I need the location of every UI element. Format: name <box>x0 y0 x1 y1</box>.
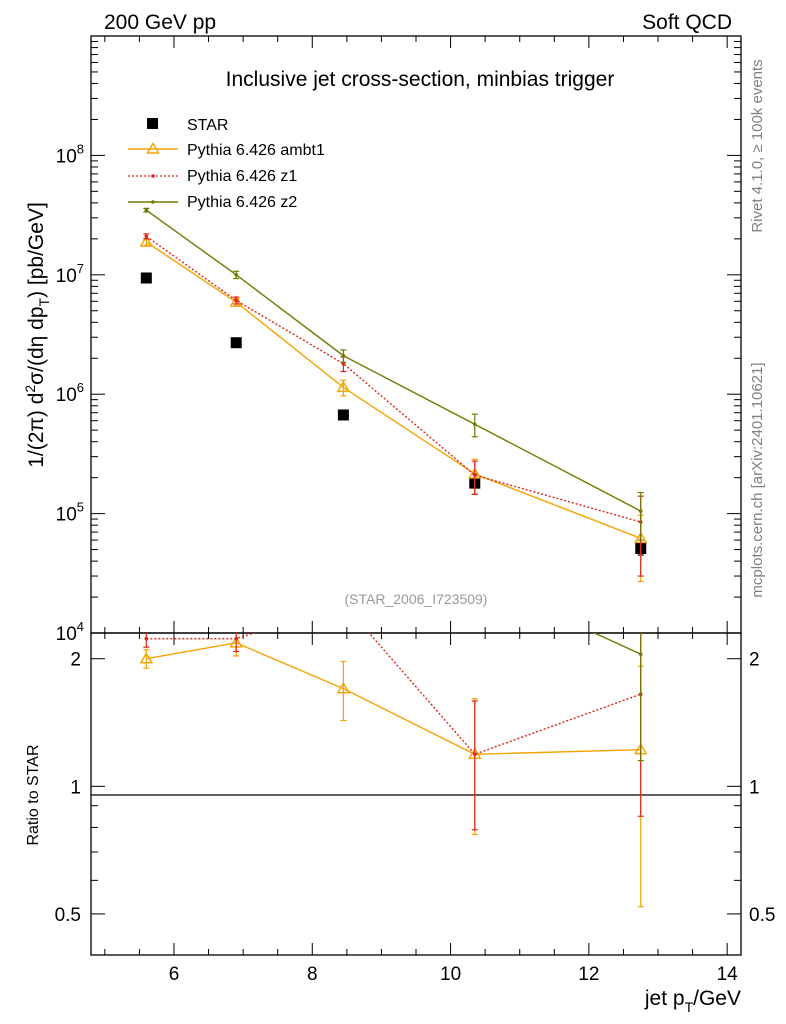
legend-label-ambt1: Pythia 6.426 ambt1 <box>187 142 325 159</box>
ambt1-data-point <box>139 235 154 247</box>
rivet-version-watermark: Rivet 4.1.0, ≥ 100k events <box>749 59 766 232</box>
ambt1-line <box>145 241 641 540</box>
star-data-point <box>337 409 349 421</box>
x-tick-label: 8 <box>307 964 318 985</box>
y-tick-label-ratio-right: 2 <box>749 650 760 671</box>
z1-data-point <box>144 234 149 239</box>
y-tick-label-main: 108 <box>56 141 84 167</box>
axis-ticks <box>91 36 741 955</box>
ambt1-data-point <box>336 380 351 393</box>
y-tick-label-main: 107 <box>56 261 84 287</box>
ambt1-ratio-point <box>139 651 154 664</box>
legend-marker-z2 <box>151 200 155 204</box>
main-plot-series <box>139 207 648 583</box>
y-tick-label-ratio-right: 1 <box>749 777 760 798</box>
y-tick-label-main: 105 <box>56 500 84 526</box>
y-tick-label-main: 104 <box>56 619 84 645</box>
z1-ratio-line <box>146 633 641 756</box>
x-axis-label: jet pT/GeV <box>644 987 741 1015</box>
y-axis-label-main: 1/(2π) d2σ/(dη dpT) [pb/GeV] <box>22 202 52 468</box>
mcplots-watermark: mcplots.cern.ch [arXiv:2401.10621] <box>749 362 766 597</box>
legend-marker-ambt1 <box>146 142 160 154</box>
legend-marker-star <box>147 118 158 129</box>
y-tick-label-ratio: 1 <box>70 777 81 798</box>
x-tick-label: 6 <box>169 964 180 985</box>
y-tick-label-ratio: 0.5 <box>55 905 81 926</box>
z1-ratio-point <box>144 636 149 641</box>
z2-data-point <box>144 208 149 212</box>
y-tick-label-main: 106 <box>56 380 84 406</box>
z2-data-point <box>638 509 643 513</box>
z1-ratio-point <box>234 636 239 641</box>
y-tick-label-ratio: 2 <box>70 650 81 671</box>
z1-data-point <box>234 298 239 303</box>
z2-data-point <box>472 422 477 427</box>
z2-ratio-point <box>342 576 346 580</box>
header-category-label: Soft QCD <box>642 11 732 34</box>
ambt1-ratio-point <box>336 681 351 694</box>
star-data-point <box>140 272 152 284</box>
header-energy-label: 200 GeV pp <box>104 11 216 34</box>
legend-label-z1: Pythia 6.426 z1 <box>187 168 297 185</box>
x-tick-label: 14 <box>717 964 739 985</box>
z2-ratio-point <box>473 576 477 580</box>
z2-ratio-point <box>638 652 643 656</box>
x-tick-label: 12 <box>578 964 599 985</box>
z1-data-point <box>472 473 477 477</box>
z2-line <box>145 209 642 512</box>
z1-ratio-point <box>472 752 477 757</box>
x-tick-label: 10 <box>440 964 461 985</box>
y-tick-label-ratio-right: 0.5 <box>749 905 775 926</box>
z2-data-point <box>341 353 346 358</box>
ambt1-ratio-line <box>146 642 641 756</box>
legend-marker-z1 <box>151 174 155 178</box>
ratio-plot-series <box>139 544 648 908</box>
legend-label-z2: Pythia 6.426 z2 <box>187 194 297 211</box>
z2-ratio-point <box>234 544 238 548</box>
z1-line <box>145 235 641 523</box>
z2-data-point <box>234 273 239 277</box>
legend-label-star: STAR <box>187 117 228 134</box>
z2-ratio-point <box>145 544 149 548</box>
star-data-point <box>230 337 242 349</box>
analysis-id-label: (STAR_2006_I723509) <box>345 591 488 607</box>
legend: STAR Pythia 6.426 ambt1 Pythia 6.426 z1 … <box>128 117 325 211</box>
y-axis-label-ratio: Ratio to STAR <box>25 744 42 845</box>
chart-title: Inclusive jet cross-section, minbias tri… <box>226 68 615 91</box>
